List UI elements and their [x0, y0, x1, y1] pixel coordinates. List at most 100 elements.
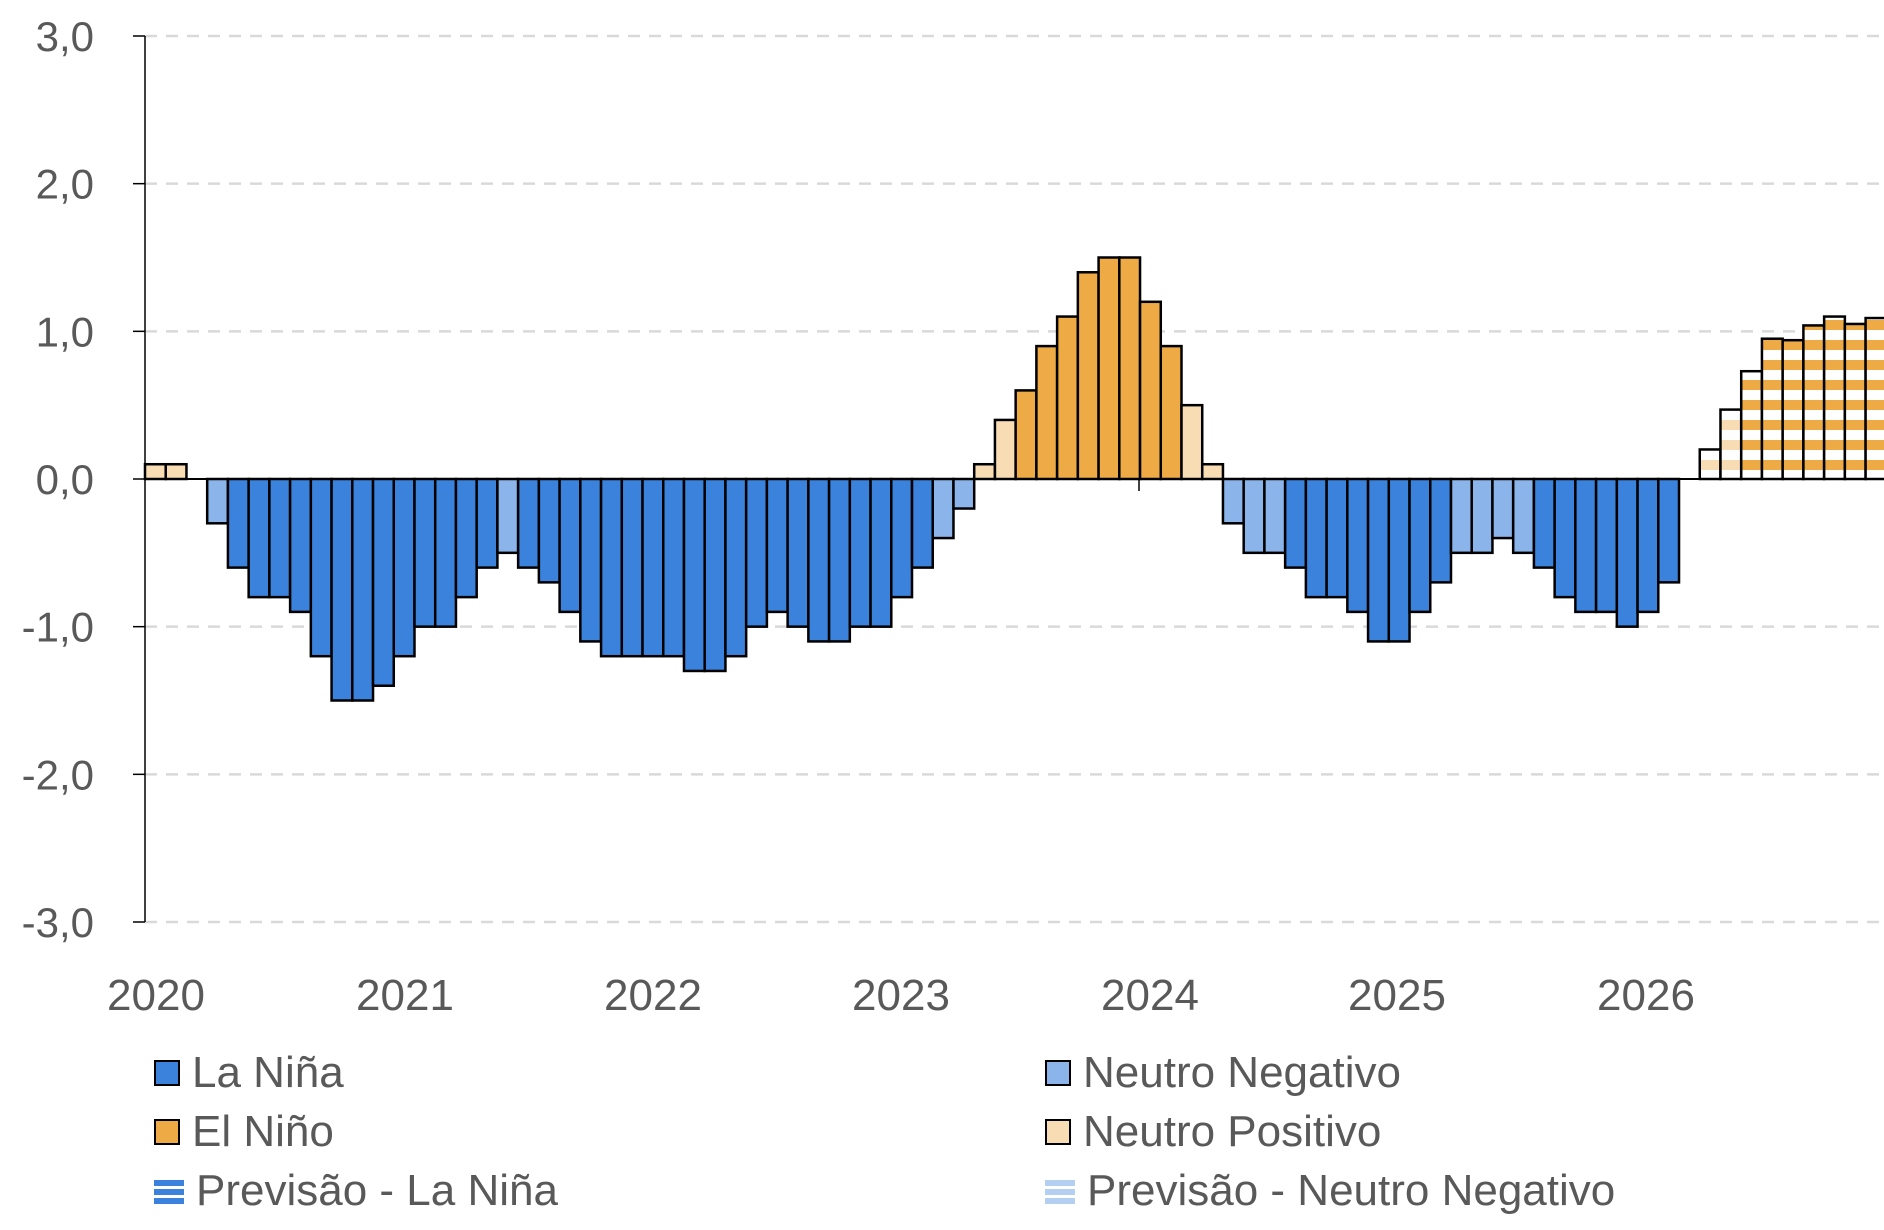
- y-tick-label: 1,0: [36, 308, 94, 355]
- bar-en: [1118, 256, 1142, 481]
- bar-en: [1159, 344, 1183, 481]
- legend-label: Neutro Negativo: [1083, 1048, 1401, 1097]
- x-tick-labels: 2020 2021 2022 2023 2024 2025 2026: [107, 971, 1695, 1020]
- bar-ln: [620, 477, 644, 658]
- legend-label: La Niña: [192, 1048, 344, 1097]
- bar-ln: [1636, 477, 1660, 614]
- legend-label: Previsão - Neutro Negativo: [1087, 1166, 1616, 1215]
- bar-ln: [599, 477, 624, 658]
- bar-en: [1076, 271, 1100, 481]
- bar-nn: [1242, 477, 1266, 555]
- bar-ln: [351, 477, 375, 702]
- x-tick-label: 2021: [356, 971, 454, 1020]
- bar-fen: [1802, 324, 1826, 481]
- bar-fnp: [1719, 408, 1743, 481]
- bars: [143, 256, 1884, 702]
- bar-ln: [1532, 477, 1556, 569]
- bar-ln: [641, 477, 665, 658]
- x-tick-label: 2023: [852, 971, 950, 1020]
- bar-ln: [827, 477, 852, 643]
- bar-ln: [1346, 477, 1370, 614]
- bar-ln: [765, 477, 789, 614]
- y-tick-label: -1,0: [22, 604, 94, 651]
- bar-ln: [226, 477, 250, 569]
- legend-item-previsao-la-nina: Previsão - La Niña: [154, 1166, 558, 1216]
- bar-ln: [1304, 477, 1328, 599]
- bar-np: [143, 462, 167, 481]
- bar-nn: [931, 477, 955, 540]
- legend-swatch-neutro-negativo: [1045, 1060, 1071, 1086]
- bar-en: [1138, 300, 1163, 481]
- legend-item-neutro-positivo: Neutro Positivo: [1045, 1107, 1381, 1157]
- bar-fnp: [1698, 448, 1722, 481]
- bar-en: [1035, 344, 1059, 481]
- bar-ln: [1325, 477, 1349, 599]
- bar-fen: [1843, 322, 1867, 481]
- legend-swatch-el-nino: [154, 1119, 180, 1145]
- bar-ln: [1594, 477, 1619, 614]
- bar-ln: [454, 477, 478, 599]
- axes: [133, 35, 1884, 923]
- bar-ln: [1657, 477, 1681, 584]
- bar-ln: [848, 477, 872, 628]
- bar-ln: [1387, 477, 1411, 643]
- bar-fen: [1760, 337, 1784, 481]
- bar-ln: [1615, 477, 1639, 628]
- bar-ln: [288, 477, 313, 614]
- bar-np: [972, 462, 997, 481]
- bar-nn: [496, 477, 520, 555]
- gridlines: [145, 34, 1884, 924]
- legend-label: Neutro Positivo: [1083, 1107, 1382, 1156]
- legend-label: El Niño: [192, 1107, 334, 1156]
- bar-ln: [786, 477, 810, 628]
- bar-ln: [1553, 477, 1577, 599]
- bar-ln: [724, 477, 748, 658]
- y-tick-label: 2,0: [36, 161, 94, 208]
- bar-ln: [744, 477, 769, 628]
- bar-ln: [413, 477, 437, 628]
- bar-ln: [392, 477, 416, 658]
- bar-np: [1180, 403, 1204, 481]
- bar-ln: [309, 477, 333, 658]
- legend-swatch-previsao-neutro-negativo: [1045, 1177, 1075, 1205]
- bar-np: [993, 418, 1017, 481]
- y-tick-label: 3,0: [36, 13, 94, 60]
- x-tick-label: 2024: [1101, 971, 1199, 1020]
- bar-nn: [1263, 477, 1287, 555]
- bar-np: [1200, 462, 1225, 481]
- x-tick-label: 2025: [1348, 971, 1446, 1020]
- bar-fen: [1864, 316, 1884, 481]
- legend-item-el-nino: El Niño: [154, 1107, 334, 1157]
- x-tick-label: 2020: [107, 971, 205, 1020]
- bar-nn: [1449, 477, 1473, 555]
- y-tick-label: -2,0: [22, 751, 94, 798]
- bar-ln: [1366, 477, 1391, 643]
- bar-ln: [662, 477, 686, 658]
- bar-nn: [205, 477, 230, 525]
- bar-np: [164, 462, 188, 481]
- bar-ln: [703, 477, 727, 673]
- bar-nn: [1470, 477, 1494, 555]
- y-tick-labels: 3,0 2,0 1,0 0,0 -1,0 -2,0 -3,0: [22, 13, 94, 946]
- bar-ln: [558, 477, 582, 614]
- legend-label: Previsão - La Niña: [196, 1166, 558, 1215]
- bar-ln: [1283, 477, 1308, 569]
- y-tick-label: -3,0: [22, 899, 94, 946]
- bar-ln: [537, 477, 561, 584]
- bar-ln: [1429, 477, 1453, 584]
- bar-ln: [268, 477, 292, 599]
- legend-swatch-neutro-positivo: [1045, 1119, 1071, 1145]
- bar-en: [1014, 389, 1038, 481]
- bar-ln: [890, 477, 914, 599]
- bar-ln: [579, 477, 603, 643]
- bar-ln: [1574, 477, 1598, 614]
- legend-item-previsao-neutro-negativo: Previsão - Neutro Negativo: [1045, 1166, 1615, 1216]
- bar-en: [1055, 315, 1080, 481]
- bar-ln: [682, 477, 706, 673]
- bar-nn: [1491, 477, 1515, 540]
- bar-en: [1097, 256, 1121, 481]
- bar-fen: [1822, 315, 1847, 481]
- bar-ln: [1408, 477, 1432, 614]
- bar-ln: [869, 477, 893, 628]
- legend-swatch-previsao-la-nina: [154, 1177, 184, 1205]
